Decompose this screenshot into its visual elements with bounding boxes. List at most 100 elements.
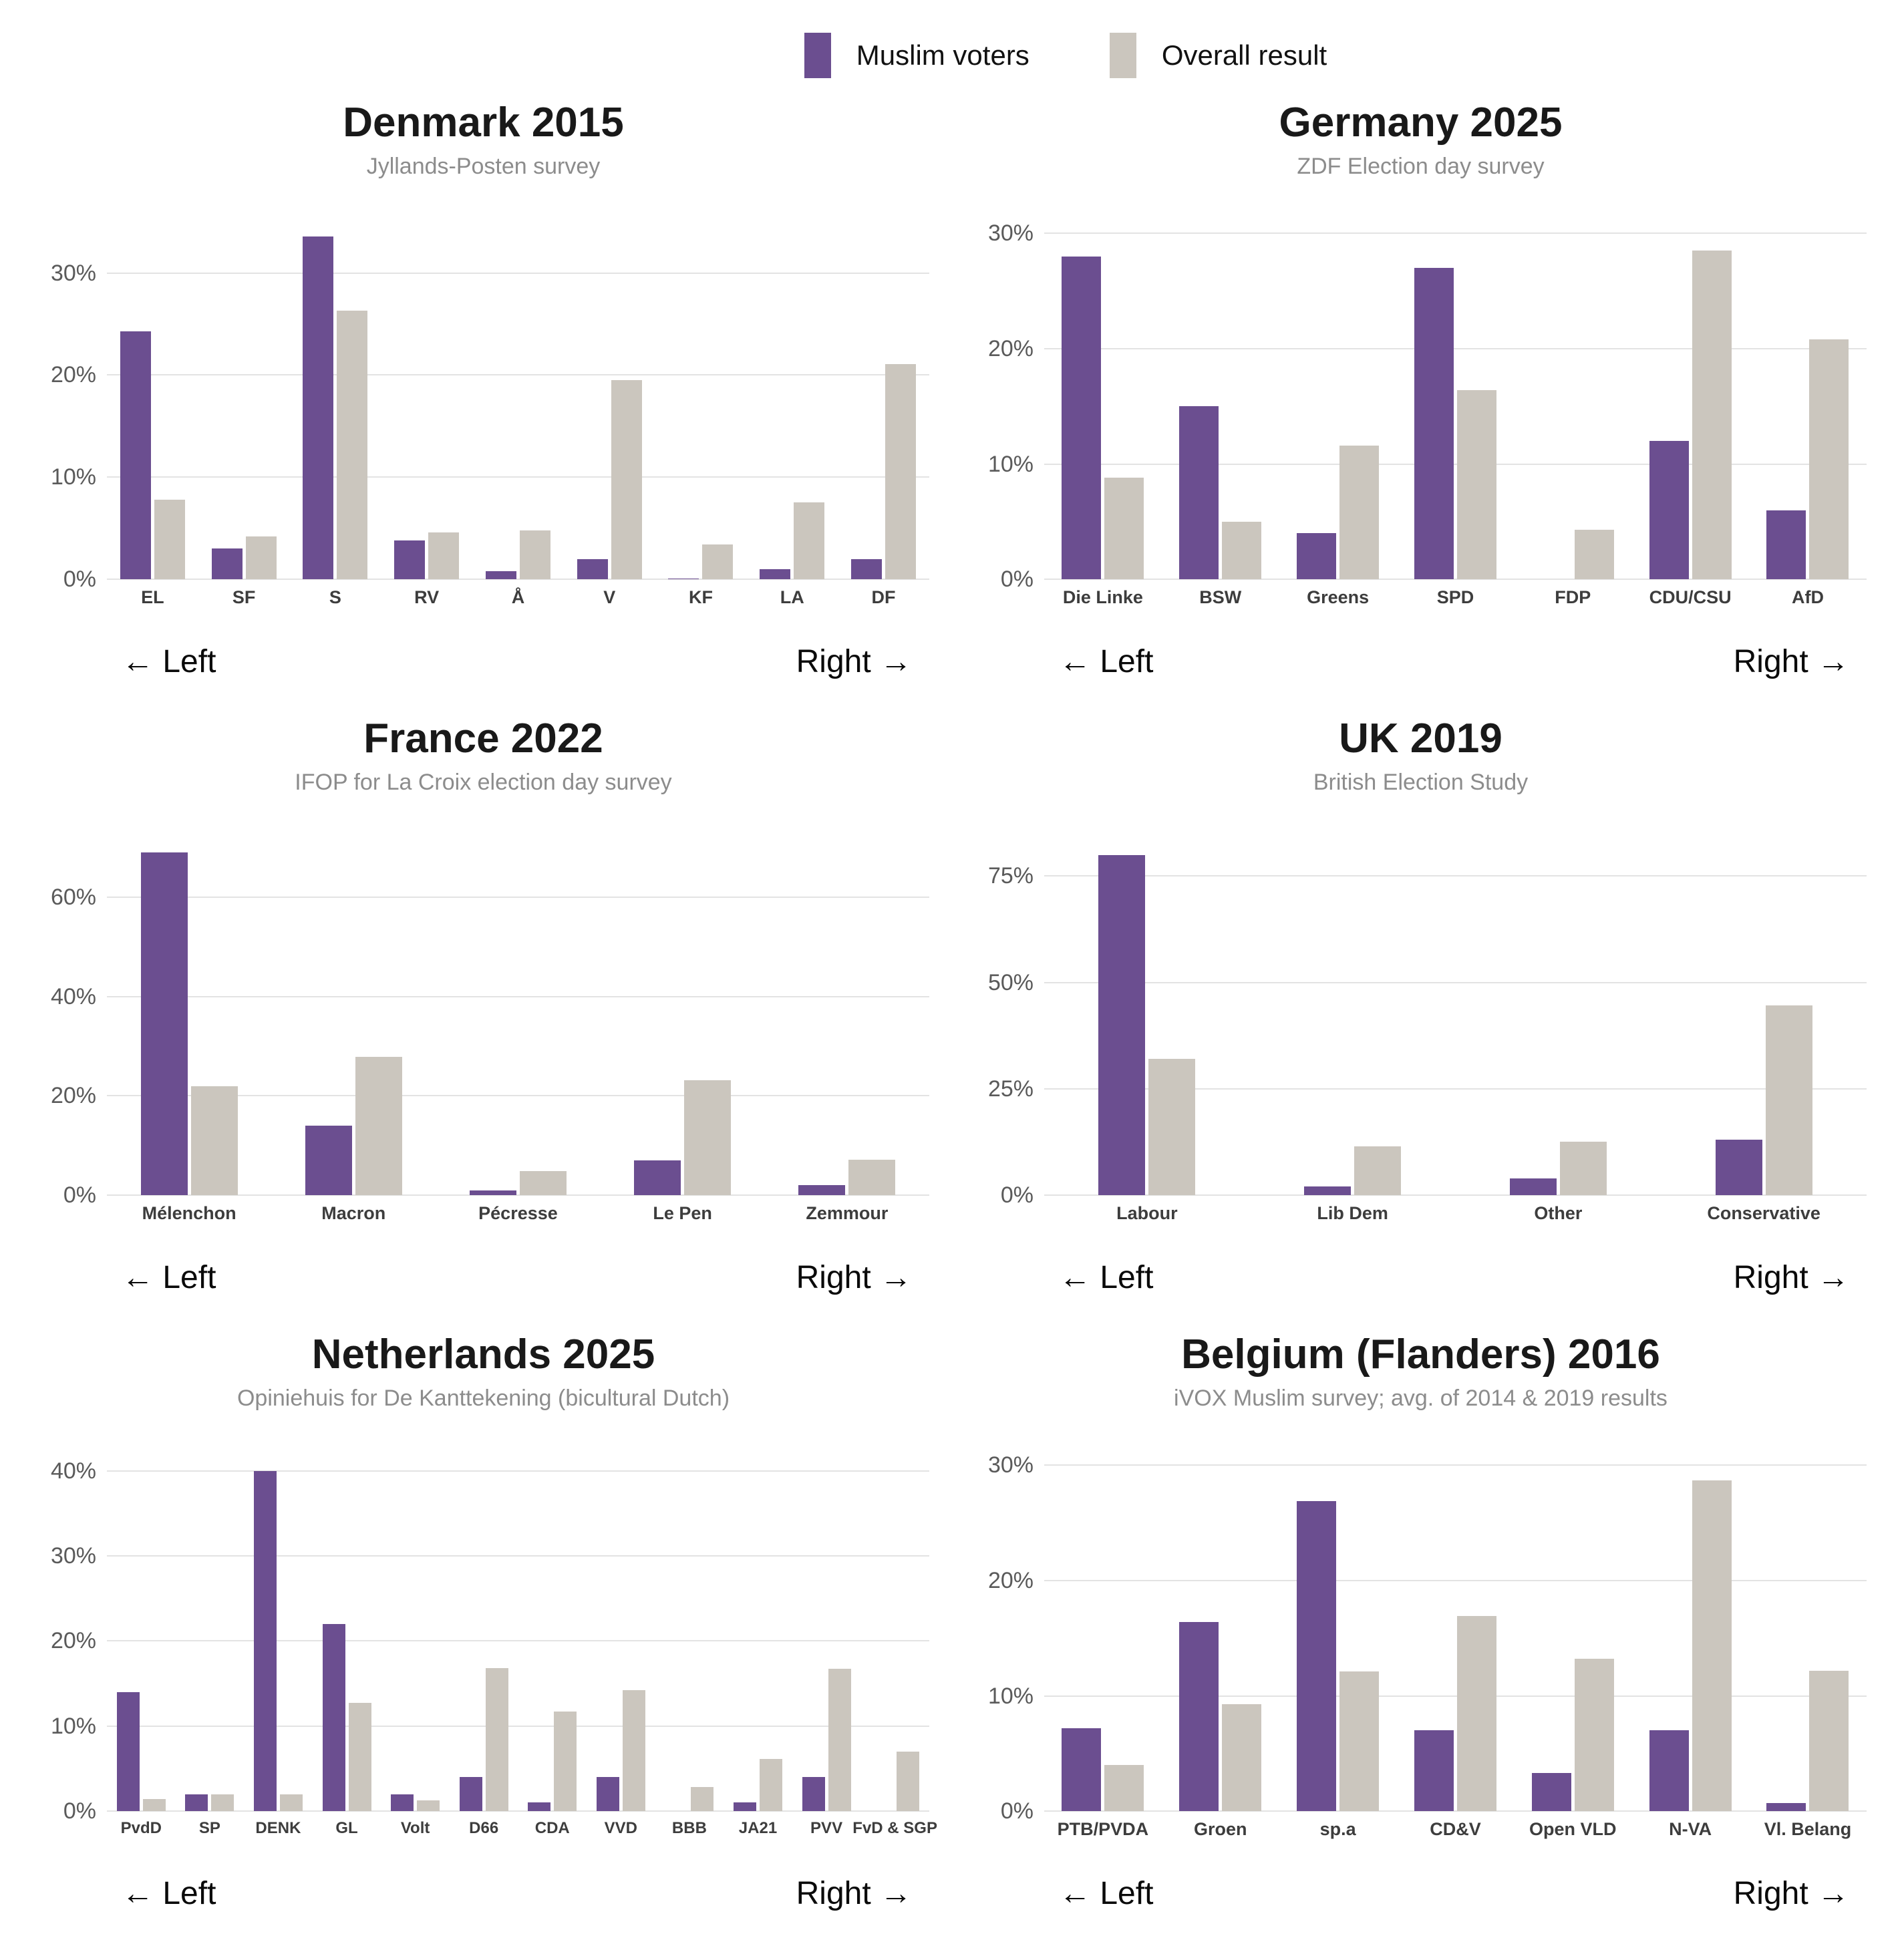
bar-group-vvd: VVD: [596, 1454, 645, 1836]
x-axis-label: VVD: [604, 1819, 638, 1838]
right-annotation: Right →: [796, 644, 912, 680]
x-axis-label: S: [329, 587, 341, 608]
bar-group-ptb-pvda: PTB/PVDA: [1058, 1454, 1148, 1838]
bar-overall-lib-dem: [1354, 1146, 1402, 1196]
chart-france-2022: France 2022 IFOP for La Croix election da…: [35, 708, 932, 1324]
bar-group-d66: D66: [459, 1454, 508, 1836]
bar-overall-sp-a: [1339, 1671, 1380, 1812]
bar-group-afd: AfD: [1766, 222, 1849, 607]
bar-muslim-le-pen: [634, 1160, 681, 1196]
x-axis-label: Other: [1534, 1203, 1583, 1224]
bar-overall-s: [337, 311, 368, 580]
bar-group-greens: Greens: [1297, 222, 1380, 607]
y-tick-label: 25%: [987, 1076, 1034, 1102]
x-axis-label: FvD & SGP: [852, 1819, 937, 1838]
bar-overall-gl: [348, 1703, 371, 1812]
bar-muslim-die-linke: [1062, 256, 1102, 580]
gridline-40pct: [107, 1470, 929, 1472]
bar-overall-die-linke: [1104, 478, 1144, 580]
y-tick-label: 40%: [50, 1458, 96, 1484]
plot-area: 0% 10% 20% 30% 40% PvdD SP DENK GL Volt D66 CDA VVD B…: [35, 1454, 937, 1836]
bar-overall-cda: [554, 1712, 577, 1812]
x-axis-label: Pécresse: [478, 1203, 558, 1224]
gridline-20pct: [107, 1095, 929, 1097]
bar-muslim-open-vld: [1531, 1773, 1571, 1812]
bar-group-rv: RV: [394, 222, 460, 607]
chart-subtitle: iVOX Muslim survey; avg. of 2014 & 2019 …: [1174, 1386, 1668, 1412]
y-tick-label: 0%: [1000, 1798, 1034, 1824]
gridline-0pct: [107, 1194, 929, 1196]
x-axis-label: Macron: [321, 1203, 386, 1224]
x-axis-label: Zemmour: [806, 1203, 889, 1224]
bar-group-bbb: BBB: [665, 1454, 714, 1836]
bar-group-kf: KF: [668, 222, 734, 607]
x-axis-label: EL: [141, 587, 164, 608]
bar-group-other: Other: [1509, 838, 1607, 1223]
gridline-75pct: [1044, 875, 1867, 877]
bar-group-bsw: BSW: [1179, 222, 1262, 607]
y-tick-label: 75%: [987, 863, 1034, 889]
left-annotation: ← Left: [122, 644, 216, 680]
x-axis-label: sp.a: [1319, 1819, 1356, 1840]
bar-overall-pvdd: [142, 1799, 166, 1812]
y-tick-label: 10%: [50, 1713, 96, 1739]
x-axis-label: Greens: [1307, 587, 1370, 608]
axis-annotations: ← Left Right →: [972, 1875, 1869, 1912]
bar-group-denk: DENK: [253, 1454, 303, 1836]
bar-group-spd: SPD: [1414, 222, 1496, 607]
bar-muslim-gl: [322, 1623, 345, 1812]
bar-group-cdu-csu: CDU/CSU: [1649, 222, 1732, 607]
gridline-0pct: [1044, 1194, 1867, 1196]
chart-title: UK 2019: [1339, 715, 1502, 762]
x-axis-label: RV: [414, 587, 440, 608]
bar-overall-v: [611, 380, 642, 580]
bar-muslim-sf: [211, 548, 243, 580]
y-tick-label: 10%: [987, 1683, 1034, 1709]
y-tick-label: 30%: [50, 1543, 96, 1569]
axis-annotations: ← Left Right →: [972, 1259, 1869, 1296]
y-tick-label: 0%: [63, 567, 96, 593]
bar-group-macron: Macron: [305, 838, 402, 1223]
bar-muslim-other: [1509, 1178, 1557, 1196]
gridline-0pct: [107, 1810, 929, 1812]
y-tick-label: 30%: [987, 1452, 1034, 1478]
bar-overall-vl-belang: [1809, 1670, 1849, 1812]
chart-netherlands-2025: Netherlands 2025 Opiniehuis for De Kantte…: [35, 1324, 937, 1940]
bar-groups: Mélenchon Macron Pécresse Le Pen Zemmour: [107, 838, 929, 1223]
bar-group-df: DF: [851, 222, 916, 607]
bar-overall-spd: [1456, 390, 1496, 580]
x-axis-label: DF: [871, 587, 896, 608]
plot-area: 0% 10% 20% 30% PTB/PVDA Groen sp.a CD&V Open VLD…: [972, 1452, 1869, 1838]
bar-muslim-afd: [1766, 510, 1806, 580]
bar-overall-le-pen: [684, 1080, 732, 1196]
bar-muslim-greens: [1297, 533, 1337, 580]
bar-overall-bsw: [1222, 521, 1262, 580]
chart-title: France 2022: [363, 715, 603, 762]
y-tick-label: 20%: [987, 1567, 1034, 1593]
bar-overall-macron: [355, 1056, 402, 1196]
bar-overall-la: [794, 502, 825, 580]
bar-overall-df: [885, 363, 916, 580]
bar-group-s: S: [303, 222, 368, 607]
bar-overall-kf: [702, 544, 734, 580]
bar-group-fvd-sgp: FvD & SGP: [852, 1454, 937, 1836]
gridline-10pct: [107, 476, 929, 478]
y-tick-label: 0%: [63, 1182, 96, 1208]
bar-muslim-pvv: [802, 1777, 825, 1812]
y-tick-label: 10%: [50, 464, 96, 490]
bar-overall-m-lenchon: [190, 1086, 238, 1196]
left-annotation: ← Left: [122, 1260, 216, 1296]
left-annotation: ← Left: [1059, 644, 1154, 680]
gridline-50pct: [1044, 981, 1867, 983]
bar-overall-vvd: [622, 1690, 645, 1812]
bar-groups: PTB/PVDA Groen sp.a CD&V Open VLD N-VA Vl. Bel…: [1044, 1454, 1867, 1838]
x-axis-label: SP: [198, 1819, 220, 1838]
bar-muslim-rv: [394, 540, 426, 580]
bar-overall-d66: [485, 1668, 508, 1812]
bar-overall-el: [154, 499, 185, 580]
bar-group-p-cresse: Pécresse: [469, 838, 567, 1223]
charts-grid: Denmark 2015 Jyllands-Posten survey 0% 10% 2…: [0, 92, 1904, 1940]
chart-subtitle: ZDF Election day survey: [1297, 154, 1545, 180]
bar-muslim-ja21: [733, 1802, 756, 1812]
chart-subtitle: Opiniehuis for De Kanttekening (bicultur…: [236, 1386, 730, 1412]
